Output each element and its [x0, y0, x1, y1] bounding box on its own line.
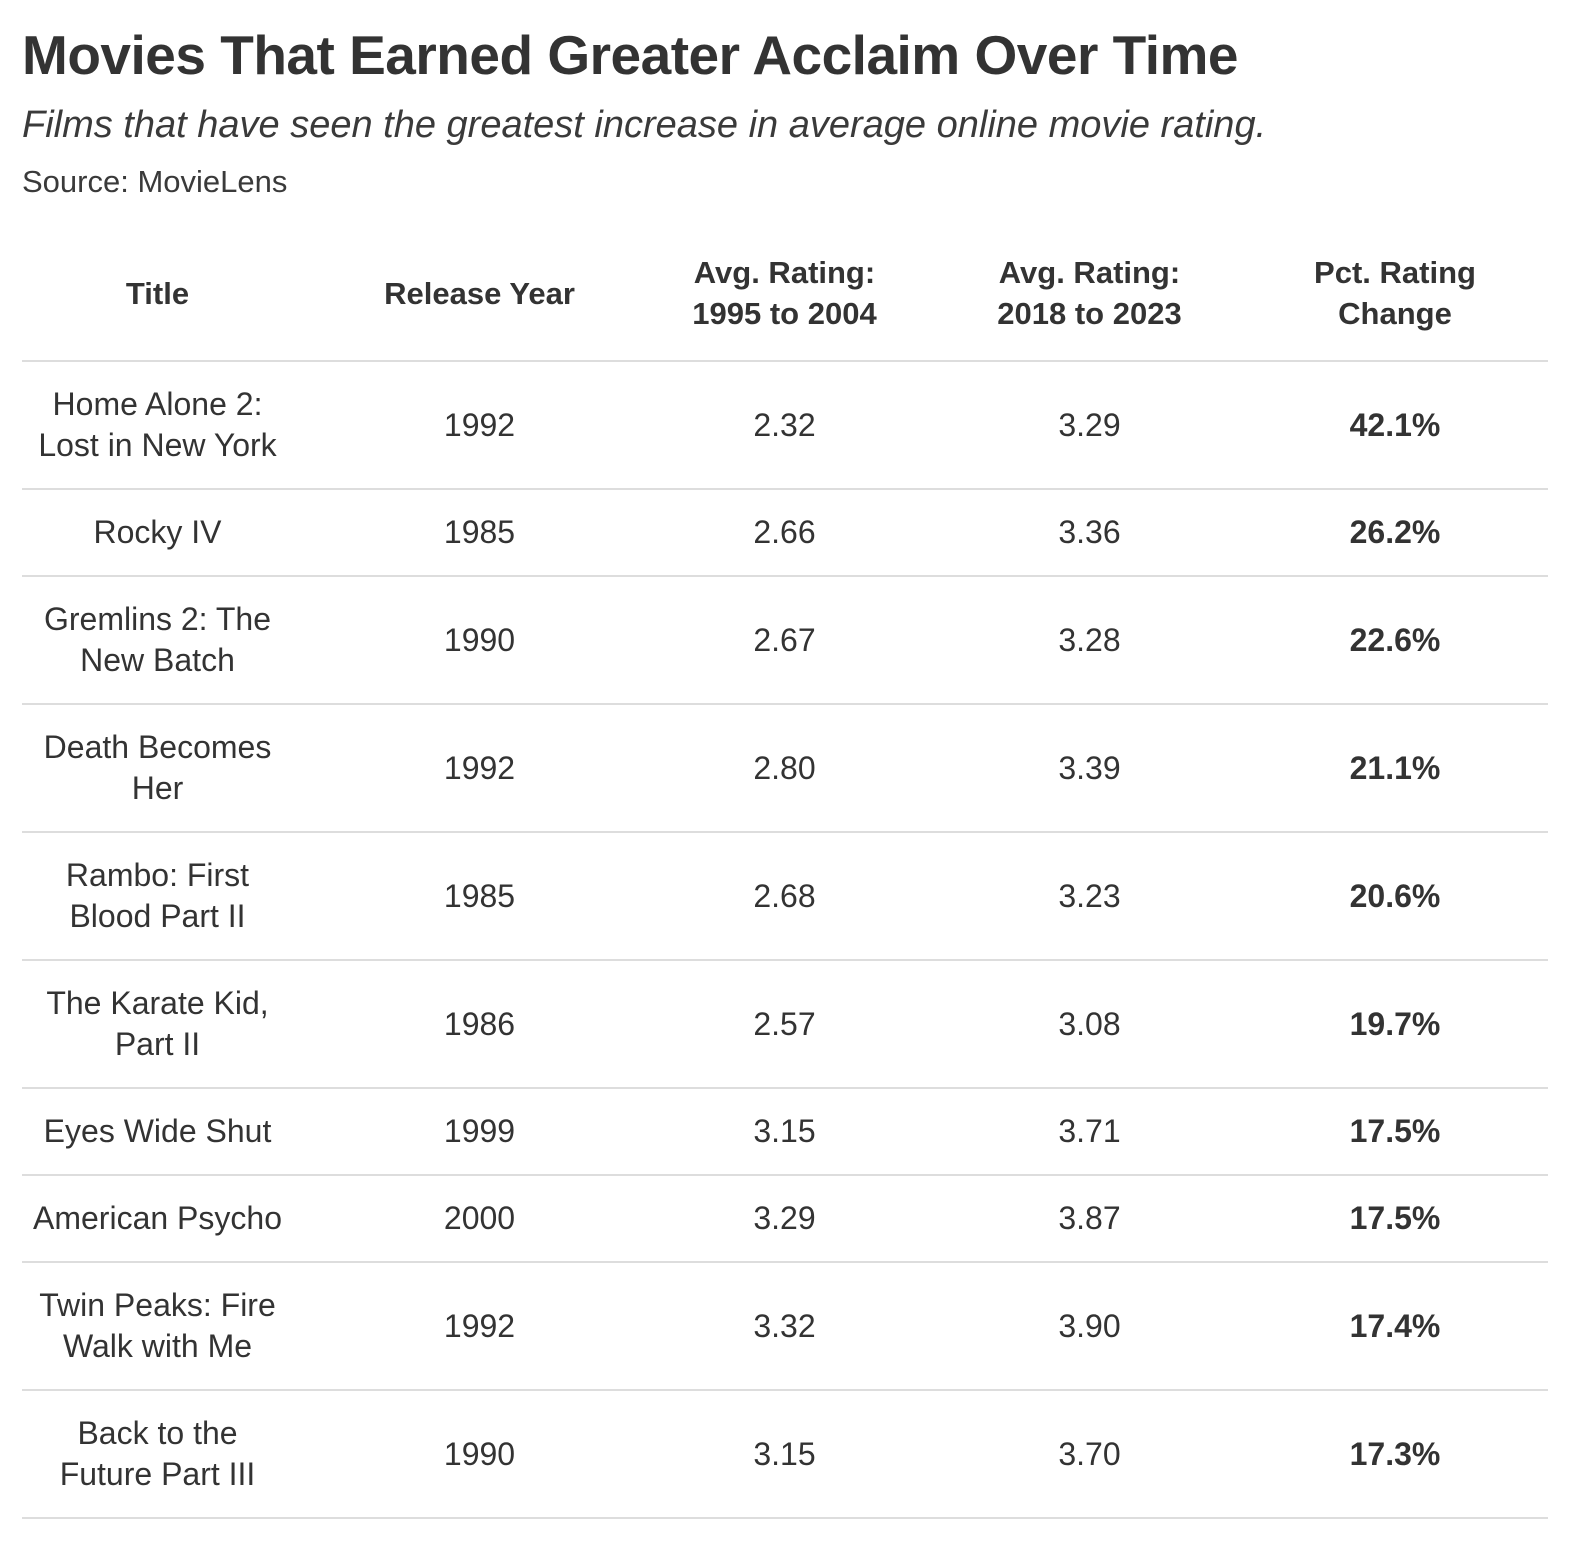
cell-title-line2: Future Part III: [59, 1456, 256, 1492]
cell-title-line1: The Karate Kid,: [46, 985, 269, 1021]
source-note: Source: MovieLens: [22, 164, 288, 199]
cell-release-year: 1990: [327, 1390, 632, 1519]
table-row: Gremlins 2: The New Batch 1990 2.67 3.28 22.6…: [22, 576, 1548, 705]
cell-avg-2018-2023: 3.90: [937, 1262, 1242, 1391]
cell-title: Twin Peaks: Fire Walk with Me: [22, 1262, 327, 1391]
cell-title: The Karate Kid, Part II: [22, 960, 327, 1089]
cell-avg-1995-2004: 2.32: [632, 361, 937, 490]
cell-title-line2: Walk with Me: [62, 1328, 253, 1364]
table-row: Rambo: First Blood Part II 1985 2.68 3.23 20.…: [22, 832, 1548, 961]
cell-title-line1: Gremlins 2: The: [43, 601, 272, 637]
cell-avg-2018-2023: 3.23: [937, 832, 1242, 961]
column-header-avg-2018-2023: Avg. Rating: 2018 to 2023: [937, 226, 1242, 362]
cell-avg-1995-2004: 3.32: [632, 1262, 937, 1391]
cell-release-year: 1992: [327, 704, 632, 833]
column-header-release-year-label: Release Year: [384, 275, 575, 311]
column-header-avg-1995-2004: Avg. Rating: 1995 to 2004: [632, 226, 937, 362]
cell-title-line1: Home Alone 2:: [52, 386, 263, 422]
cell-avg-1995-2004: 2.80: [632, 704, 937, 833]
cell-release-year: 1992: [327, 361, 632, 490]
column-header-avg-2018-2023-line1: Avg. Rating:: [998, 255, 1181, 290]
cell-title-line1: Back to the: [77, 1415, 238, 1451]
cell-pct-change: 17.5%: [1242, 1088, 1548, 1176]
cell-avg-1995-2004: 2.57: [632, 960, 937, 1089]
cell-pct-change: 17.5%: [1242, 1175, 1548, 1263]
cell-release-year: 1986: [327, 960, 632, 1089]
column-header-avg-1995-2004-line2: 1995 to 2004: [692, 296, 877, 331]
cell-title: Back to the Future Part III: [22, 1390, 327, 1519]
cell-avg-1995-2004: 3.29: [632, 1175, 937, 1263]
table-header: Title Release Year Avg. Rating: 1995 to …: [22, 226, 1548, 362]
cell-pct-change: 22.6%: [1242, 576, 1548, 705]
column-header-avg-2018-2023-line2: 2018 to 2023: [997, 296, 1182, 331]
cell-pct-change: 19.7%: [1242, 960, 1548, 1089]
cell-avg-2018-2023: 3.28: [937, 576, 1242, 705]
cell-avg-1995-2004: 2.67: [632, 576, 937, 705]
header-row: Title Release Year Avg. Rating: 1995 to …: [22, 226, 1548, 362]
cell-avg-2018-2023: 3.71: [937, 1088, 1242, 1176]
cell-avg-1995-2004: 2.68: [632, 832, 937, 961]
table-row: Eyes Wide Shut 1999 3.15 3.71 17.5%: [22, 1088, 1548, 1176]
cell-pct-change: 42.1%: [1242, 361, 1548, 490]
cell-pct-change: 21.1%: [1242, 704, 1548, 833]
cell-release-year: 1990: [327, 576, 632, 705]
cell-title-line1: Twin Peaks: Fire: [39, 1287, 276, 1323]
column-header-pct-change: Pct. Rating Change: [1242, 226, 1548, 362]
cell-release-year: 2000: [327, 1175, 632, 1263]
cell-avg-2018-2023: 3.70: [937, 1390, 1242, 1519]
cell-title: Rocky IV: [22, 489, 327, 577]
cell-avg-2018-2023: 3.29: [937, 361, 1242, 490]
table-row: Home Alone 2: Lost in New York 1992 2.32 3.2…: [22, 361, 1548, 490]
column-header-title: Title: [22, 226, 327, 362]
column-header-release-year: Release Year: [327, 226, 632, 362]
cell-avg-1995-2004: 3.15: [632, 1390, 937, 1519]
table-row: Twin Peaks: Fire Walk with Me 1992 3.32 3.90…: [22, 1262, 1548, 1391]
cell-title-line1: Death Becomes: [43, 729, 272, 765]
table-row: American Psycho 2000 3.29 3.87 17.5%: [22, 1175, 1548, 1263]
table-row: Death Becomes Her 1992 2.80 3.39 21.1%: [22, 704, 1548, 833]
cell-title-line2: Blood Part II: [69, 898, 246, 934]
cell-avg-2018-2023: 3.36: [937, 489, 1242, 577]
cell-title: Gremlins 2: The New Batch: [22, 576, 327, 705]
cell-title-line1: Rocky IV: [93, 514, 222, 550]
cell-avg-2018-2023: 3.87: [937, 1175, 1242, 1263]
cell-release-year: 1999: [327, 1088, 632, 1176]
cell-release-year: 1985: [327, 489, 632, 577]
cell-avg-2018-2023: 3.08: [937, 960, 1242, 1089]
cell-title-line2: Part II: [114, 1026, 201, 1062]
cell-pct-change: 17.4%: [1242, 1262, 1548, 1391]
column-header-pct-change-line2: Change: [1338, 296, 1452, 331]
table-row: Back to the Future Part III 1990 3.15 3.70 17…: [22, 1390, 1548, 1519]
ratings-table: Title Release Year Avg. Rating: 1995 to …: [22, 226, 1548, 1519]
chart-title: Movies That Earned Greater Acclaim Over …: [22, 24, 1239, 86]
cell-title-line2: New Batch: [80, 642, 235, 678]
cell-pct-change: 17.3%: [1242, 1390, 1548, 1519]
column-header-avg-1995-2004-line1: Avg. Rating:: [693, 255, 876, 290]
cell-title-line1: American Psycho: [33, 1200, 282, 1236]
table-row: The Karate Kid, Part II 1986 2.57 3.08 19.7%: [22, 960, 1548, 1089]
table-row: Rocky IV 1985 2.66 3.36 26.2%: [22, 489, 1548, 577]
column-header-title-label: Title: [125, 275, 190, 311]
cell-avg-2018-2023: 3.39: [937, 704, 1242, 833]
cell-title-line1: Rambo: First: [65, 857, 250, 893]
cell-release-year: 1992: [327, 1262, 632, 1391]
cell-title: American Psycho: [22, 1175, 327, 1263]
cell-title: Eyes Wide Shut: [22, 1088, 327, 1176]
cell-title-line1: Eyes Wide Shut: [43, 1113, 272, 1149]
cell-title: Rambo: First Blood Part II: [22, 832, 327, 961]
cell-title: Home Alone 2: Lost in New York: [22, 361, 327, 490]
cell-title-line2: Lost in New York: [38, 427, 277, 463]
cell-avg-1995-2004: 2.66: [632, 489, 937, 577]
cell-title-line2: Her: [131, 770, 184, 806]
chart-subtitle: Films that have seen the greatest increa…: [22, 104, 1267, 146]
cell-pct-change: 26.2%: [1242, 489, 1548, 577]
cell-avg-1995-2004: 3.15: [632, 1088, 937, 1176]
table-body: Home Alone 2: Lost in New York 1992 2.32 3.2…: [22, 361, 1548, 1519]
cell-pct-change: 20.6%: [1242, 832, 1548, 961]
column-header-pct-change-line1: Pct. Rating: [1314, 255, 1476, 290]
cell-release-year: 1985: [327, 832, 632, 961]
cell-title: Death Becomes Her: [22, 704, 327, 833]
